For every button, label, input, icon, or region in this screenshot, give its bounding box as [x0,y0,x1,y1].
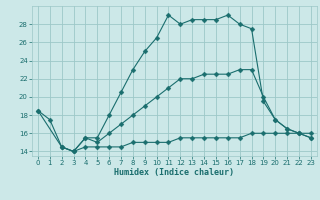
X-axis label: Humidex (Indice chaleur): Humidex (Indice chaleur) [115,168,234,177]
